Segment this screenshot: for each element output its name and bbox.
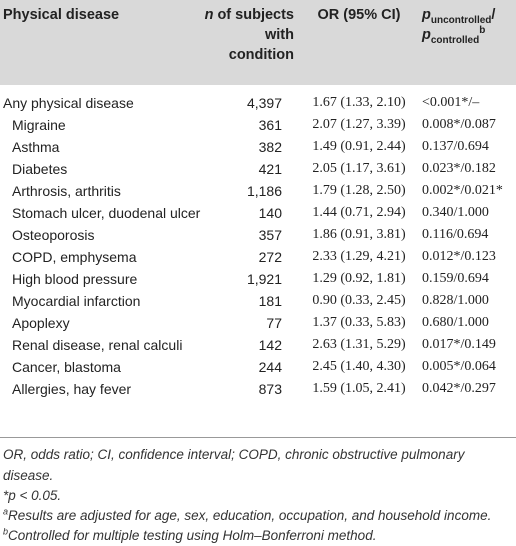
cell-or-ci: 1.44 (0.71, 2.94)	[312, 205, 406, 220]
cell-disease: Myocardial infarction	[12, 293, 141, 309]
header-p-sup: b	[479, 25, 486, 37]
cell-n-subjects: 1,186	[246, 183, 282, 199]
table-header-row: Physical disease n of subjects with cond…	[0, 0, 516, 85]
header-p1: p	[422, 7, 431, 23]
header-n-subjects: n of subjects with condition	[200, 0, 300, 85]
header-p-slash: /	[491, 7, 496, 23]
cell-or-ci: 2.33 (1.29, 4.21)	[312, 249, 406, 264]
footnote-a-text: Results are adjusted for age, sex, educa…	[8, 508, 492, 523]
table-row: Arthrosis, arthritis 1,186 1.79 (1.28, 2.5…	[0, 180, 516, 202]
cell-disease: Renal disease, renal calculi	[12, 337, 183, 353]
cell-n-subjects: 272	[258, 249, 282, 265]
cell-p-values: 0.023*/0.182	[422, 161, 496, 176]
cell-or-ci: 2.05 (1.17, 3.61)	[312, 161, 406, 176]
footnote-a-mark: a	[3, 506, 9, 517]
cell-disease: Apoplexy	[12, 315, 70, 331]
footnote-b: bControlled for multiple testing using H…	[3, 526, 513, 546]
table-bottom-rule	[0, 437, 516, 438]
footnote-b-mark: b	[3, 526, 9, 537]
header-p2: p	[422, 27, 431, 43]
footnote-abbreviations: OR, odds ratio; CI, confidence interval;…	[3, 447, 465, 483]
cell-n-subjects: 873	[258, 381, 282, 397]
cell-p-values: 0.017*/0.149	[422, 337, 496, 352]
cell-p-values: 0.137/0.694	[422, 139, 489, 154]
header-or-ci: OR (95% CI)	[317, 7, 401, 23]
cell-or-ci: 1.29 (0.92, 1.81)	[312, 271, 406, 286]
table-body: Any physical disease 4,397 1.67 (1.33, 2.1…	[0, 85, 516, 400]
cell-p-values: 0.340/1.000	[422, 205, 489, 220]
cell-or-ci: 1.79 (1.28, 2.50)	[312, 183, 406, 198]
cell-p-values: 0.008*/0.087	[422, 117, 496, 132]
table-row: Allergies, hay fever 873 1.59 (1.05, 2.41)…	[0, 378, 516, 400]
cell-disease: High blood pressure	[12, 271, 138, 287]
cell-p-values: <0.001*/–	[422, 95, 480, 110]
cell-disease: COPD, emphysema	[12, 249, 137, 265]
table-row: Diabetes 421 2.05 (1.17, 3.61) 0.023*/0.182	[0, 158, 516, 180]
cell-n-subjects: 77	[266, 315, 282, 331]
footnote-significance: *p < 0.05.	[3, 488, 62, 503]
cell-or-ci: 1.49 (0.91, 2.44)	[312, 139, 406, 154]
cell-n-subjects: 4,397	[246, 95, 282, 111]
cell-or-ci: 1.86 (0.91, 3.81)	[312, 227, 406, 242]
header-p-values: puncontrolled/pcontrolledb	[418, 0, 516, 85]
cell-n-subjects: 181	[258, 293, 282, 309]
cell-disease: Osteoporosis	[12, 227, 95, 243]
table-row: COPD, emphysema 272 2.33 (1.29, 4.21) 0.012…	[0, 246, 516, 268]
cell-n-subjects: 357	[258, 227, 282, 243]
table-row: Renal disease, renal calculi 142 2.63 (1.3…	[0, 334, 516, 356]
cell-p-values: 0.680/1.000	[422, 315, 489, 330]
cell-n-subjects: 244	[258, 359, 282, 375]
results-table: Physical disease n of subjects with cond…	[0, 0, 516, 400]
table-row: Myocardial infarction 181 0.90 (0.33, 2.45…	[0, 290, 516, 312]
table-row: Any physical disease 4,397 1.67 (1.33, 2.1…	[0, 85, 516, 114]
cell-n-subjects: 361	[258, 117, 282, 133]
footnote-a: aResults are adjusted for age, sex, educ…	[3, 506, 513, 526]
header-n-italic: n	[204, 7, 214, 23]
header-p2-sub: controlled	[430, 34, 480, 46]
cell-or-ci: 1.37 (0.33, 5.83)	[312, 315, 406, 330]
cell-p-values: 0.828/1.000	[422, 293, 489, 308]
cell-p-values: 0.002*/0.021*	[422, 183, 503, 198]
table-row: Cancer, blastoma 244 2.45 (1.40, 4.30) 0.00…	[0, 356, 516, 378]
cell-or-ci: 2.07 (1.27, 3.39)	[312, 117, 406, 132]
cell-disease: Arthrosis, arthritis	[12, 183, 121, 199]
cell-disease: Migraine	[12, 117, 66, 133]
table-row: Osteoporosis 357 1.86 (0.91, 3.81) 0.116/0.…	[0, 224, 516, 246]
table-row: Migraine 361 2.07 (1.27, 3.39) 0.008*/0.087	[0, 114, 516, 136]
cell-or-ci: 1.59 (1.05, 2.41)	[312, 381, 406, 396]
cell-disease: Stomach ulcer, duodenal ulcer	[12, 205, 201, 221]
cell-p-values: 0.159/0.694	[422, 271, 489, 286]
cell-or-ci: 0.90 (0.33, 2.45)	[312, 293, 406, 308]
cell-p-values: 0.116/0.694	[422, 227, 489, 242]
header-physical-disease: Physical disease	[3, 7, 120, 23]
cell-disease: Asthma	[12, 139, 60, 155]
cell-p-values: 0.005*/0.064	[422, 359, 496, 374]
cell-or-ci: 2.45 (1.40, 4.30)	[312, 359, 406, 374]
cell-n-subjects: 142	[258, 337, 282, 353]
cell-disease: Cancer, blastoma	[12, 359, 121, 375]
table-row: Asthma 382 1.49 (0.91, 2.44) 0.137/0.694	[0, 136, 516, 158]
footnote-b-text: Controlled for multiple testing using Ho…	[8, 528, 377, 543]
cell-disease: Any physical disease	[3, 95, 134, 111]
cell-n-subjects: 421	[258, 161, 282, 177]
cell-disease: Allergies, hay fever	[12, 381, 132, 397]
cell-p-values: 0.012*/0.123	[422, 249, 496, 264]
table-row: Apoplexy 77 1.37 (0.33, 5.83) 0.680/1.000	[0, 312, 516, 334]
cell-disease: Diabetes	[12, 161, 68, 177]
footnotes: OR, odds ratio; CI, confidence interval;…	[3, 444, 513, 546]
header-n-rest: of subjects with condition	[213, 7, 294, 63]
cell-n-subjects: 140	[258, 205, 282, 221]
cell-n-subjects: 1,921	[246, 271, 282, 287]
header-p1-sub: uncontrolled	[430, 14, 492, 26]
cell-n-subjects: 382	[258, 139, 282, 155]
table-row: Stomach ulcer, duodenal ulcer 140 1.44 (0.…	[0, 202, 516, 224]
cell-p-values: 0.042*/0.297	[422, 381, 496, 396]
cell-or-ci: 2.63 (1.31, 5.29)	[312, 337, 406, 352]
table-row: High blood pressure 1,921 1.29 (0.92, 1.81…	[0, 268, 516, 290]
cell-or-ci: 1.67 (1.33, 2.10)	[312, 95, 406, 110]
